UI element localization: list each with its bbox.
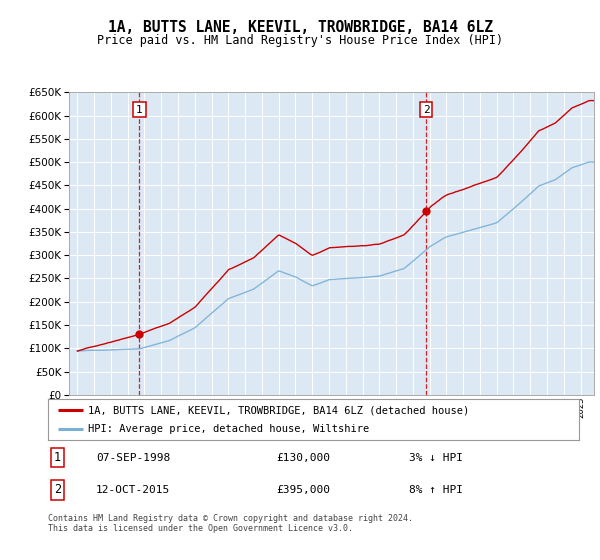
Text: £395,000: £395,000	[277, 485, 331, 495]
Text: 8% ↑ HPI: 8% ↑ HPI	[409, 485, 463, 495]
Text: 12-OCT-2015: 12-OCT-2015	[96, 485, 170, 495]
Text: £130,000: £130,000	[277, 452, 331, 463]
Text: 1: 1	[136, 105, 143, 115]
Text: 2: 2	[54, 483, 61, 497]
Text: 07-SEP-1998: 07-SEP-1998	[96, 452, 170, 463]
Text: Contains HM Land Registry data © Crown copyright and database right 2024.
This d: Contains HM Land Registry data © Crown c…	[48, 514, 413, 534]
Text: Price paid vs. HM Land Registry's House Price Index (HPI): Price paid vs. HM Land Registry's House …	[97, 34, 503, 46]
Text: 1: 1	[54, 451, 61, 464]
Text: 1A, BUTTS LANE, KEEVIL, TROWBRIDGE, BA14 6LZ (detached house): 1A, BUTTS LANE, KEEVIL, TROWBRIDGE, BA14…	[88, 405, 469, 415]
Text: 3% ↓ HPI: 3% ↓ HPI	[409, 452, 463, 463]
Text: 2: 2	[423, 105, 430, 115]
Text: HPI: Average price, detached house, Wiltshire: HPI: Average price, detached house, Wilt…	[88, 424, 369, 433]
Text: 1A, BUTTS LANE, KEEVIL, TROWBRIDGE, BA14 6LZ: 1A, BUTTS LANE, KEEVIL, TROWBRIDGE, BA14…	[107, 20, 493, 35]
